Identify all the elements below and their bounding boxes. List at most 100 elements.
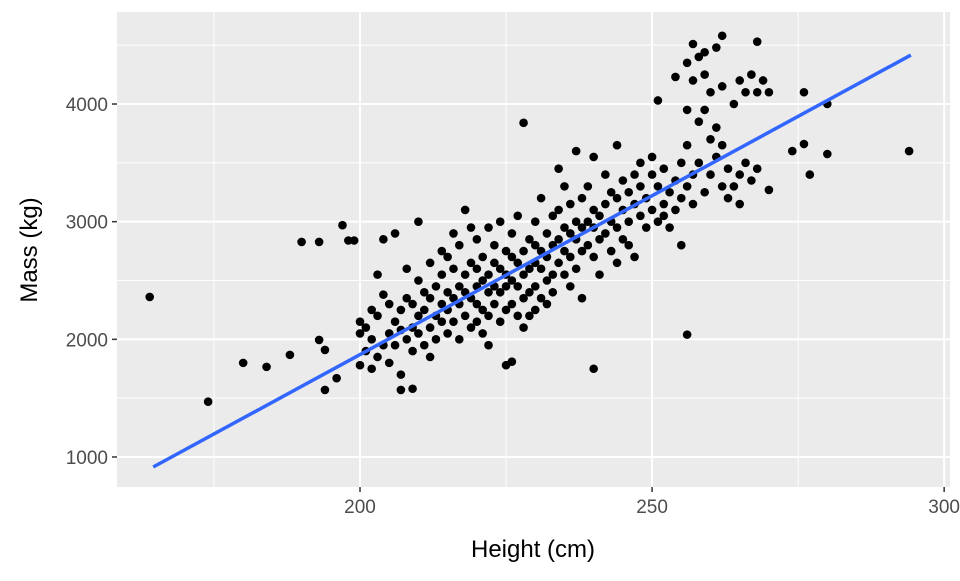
data-point xyxy=(355,360,365,370)
data-point xyxy=(659,164,669,174)
data-point xyxy=(443,252,452,262)
data-point xyxy=(425,258,435,268)
data-point xyxy=(735,76,745,85)
data-point xyxy=(595,270,604,279)
data-point xyxy=(595,235,604,244)
data-point xyxy=(659,199,669,209)
data-point xyxy=(548,270,558,279)
data-point xyxy=(495,217,505,226)
data-point xyxy=(530,305,540,315)
data-point xyxy=(706,87,715,97)
data-point xyxy=(484,340,493,350)
data-point xyxy=(560,182,569,191)
data-point xyxy=(536,264,546,274)
data-point xyxy=(525,264,534,274)
data-point xyxy=(764,87,774,97)
y-tick-label: 2000 xyxy=(66,330,108,351)
data-point xyxy=(373,311,382,321)
data-point xyxy=(665,223,674,232)
x-tick-label: 200 xyxy=(344,497,376,518)
data-point xyxy=(525,287,534,297)
data-point xyxy=(747,176,756,185)
data-point xyxy=(682,330,692,339)
data-point xyxy=(425,293,435,303)
data-point xyxy=(752,87,762,97)
data-point xyxy=(589,152,598,162)
data-point xyxy=(320,385,330,395)
x-axis-label: Height (cm) xyxy=(471,536,595,563)
data-point xyxy=(519,293,528,303)
data-point xyxy=(203,397,213,406)
data-point xyxy=(712,123,721,132)
data-point xyxy=(618,176,628,185)
data-point xyxy=(501,360,511,370)
data-point xyxy=(747,70,756,79)
data-point xyxy=(320,345,330,355)
data-point xyxy=(606,246,616,256)
data-point xyxy=(612,193,622,203)
data-point xyxy=(688,39,698,49)
data-point xyxy=(379,235,388,244)
data-point xyxy=(723,193,733,203)
data-point xyxy=(507,299,517,309)
regression-line xyxy=(152,53,912,469)
data-point xyxy=(589,252,598,262)
data-point xyxy=(472,264,482,274)
data-point xyxy=(542,229,552,238)
data-point xyxy=(641,223,651,232)
data-point xyxy=(805,170,815,179)
data-point xyxy=(676,193,686,203)
data-point xyxy=(694,117,704,126)
data-point xyxy=(583,217,593,226)
data-point xyxy=(700,70,709,79)
data-point xyxy=(653,217,663,226)
data-point xyxy=(706,135,715,144)
data-point xyxy=(530,240,540,250)
data-point xyxy=(449,293,458,303)
data-point xyxy=(554,235,563,244)
data-point xyxy=(384,299,394,309)
data-point xyxy=(566,229,575,238)
data-point xyxy=(437,270,447,279)
data-point xyxy=(460,270,470,279)
data-point xyxy=(408,299,417,309)
data-point xyxy=(466,258,476,268)
data-point xyxy=(478,305,487,315)
data-point xyxy=(419,305,429,315)
data-point xyxy=(712,43,721,52)
data-point xyxy=(682,105,692,115)
data-point xyxy=(665,187,674,197)
data-point xyxy=(414,276,423,285)
data-point xyxy=(478,252,487,262)
data-point xyxy=(460,311,470,321)
data-point xyxy=(396,385,406,395)
data-point xyxy=(612,258,622,268)
data-point xyxy=(548,287,558,297)
data-point xyxy=(636,211,645,221)
data-point xyxy=(571,146,581,156)
data-point xyxy=(729,99,739,109)
data-point xyxy=(542,299,552,309)
data-point xyxy=(717,31,727,41)
data-point xyxy=(577,193,587,203)
data-point xyxy=(735,170,745,179)
data-point xyxy=(449,264,458,274)
y-axis-label: Mass (kg) xyxy=(16,197,43,302)
data-point xyxy=(554,205,563,215)
x-tick-label: 300 xyxy=(928,497,960,518)
data-point xyxy=(571,264,581,274)
data-point xyxy=(624,217,634,226)
data-point xyxy=(823,149,832,159)
data-point xyxy=(490,258,499,268)
data-point xyxy=(262,362,271,372)
data-point xyxy=(314,335,324,345)
y-tick-label: 4000 xyxy=(66,95,108,116)
data-point xyxy=(443,287,452,297)
data-point xyxy=(437,246,447,256)
data-point xyxy=(355,329,365,338)
data-point xyxy=(612,223,622,232)
data-point xyxy=(676,240,686,250)
data-point xyxy=(425,323,435,332)
data-point xyxy=(682,140,692,150)
